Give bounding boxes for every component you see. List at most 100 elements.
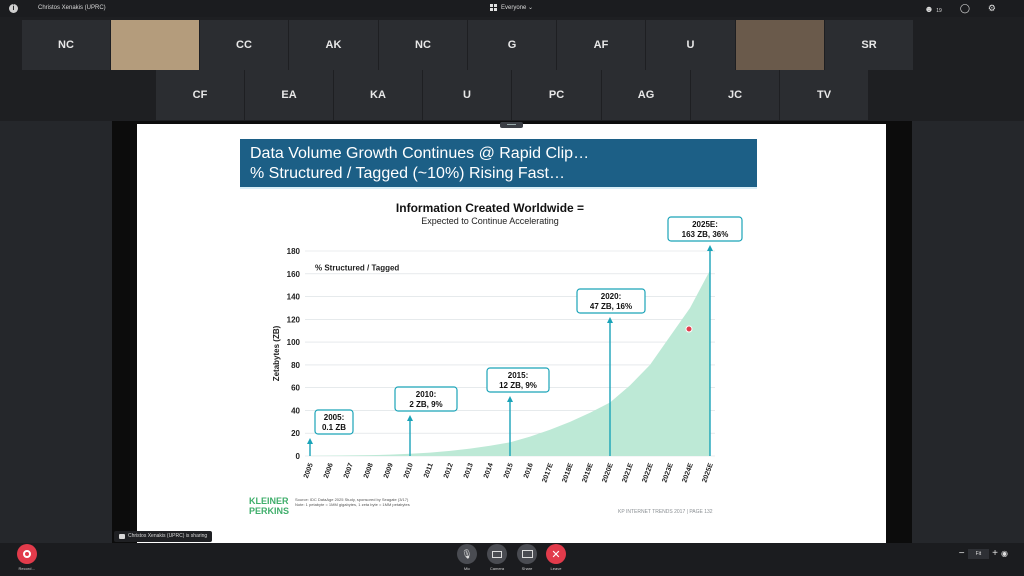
annotation-label: 2020: <box>601 292 621 301</box>
grid-icon <box>490 4 497 11</box>
window-title: Christos Xenakis (UPRC) <box>38 5 106 11</box>
participant-initials: KA <box>370 89 386 101</box>
gear-icon[interactable]: ⚙ <box>987 3 996 13</box>
x-tick-label: 2025E <box>701 462 715 484</box>
chart-subtitle: Expected to Continue Accelerating <box>421 216 559 226</box>
annotation-box <box>576 288 646 314</box>
info-icon[interactable]: i <box>9 4 18 13</box>
x-tick-label: 2009 <box>383 462 395 479</box>
annotation-box <box>314 409 354 435</box>
cursor-dot <box>685 325 693 333</box>
slide-heading-line: % Structured / Tagged (~10%) Rising Fast… <box>250 165 565 182</box>
mic-muted-icon: 🎙 <box>461 548 473 559</box>
participant-initials: NC <box>415 39 431 51</box>
x-tick-label: 2005 <box>303 462 315 479</box>
x-tick-label: 2008 <box>363 462 375 479</box>
x-tick-label: 2016 <box>523 462 535 479</box>
logo-line: PERKINS <box>249 506 290 516</box>
share-label: Share <box>521 566 533 571</box>
chart-title: Information Created Worldwide = <box>395 201 585 215</box>
participant-initials: AK <box>325 39 342 51</box>
x-tick-label: 2010 <box>403 462 415 479</box>
annotation-label: 2005: <box>324 413 344 422</box>
participants-button[interactable]: ☻ 19 <box>924 4 942 14</box>
annotation-value: 2 ZB, 9% <box>409 400 442 409</box>
annotation-box <box>394 386 458 412</box>
record-icon <box>23 550 31 558</box>
participant-tile[interactable]: U <box>646 20 735 70</box>
camera-button[interactable]: Camera <box>477 544 517 571</box>
y-axis-label: Zetabytes (ZB) <box>272 325 281 381</box>
participant-tile[interactable]: PC <box>512 70 601 120</box>
slide-heading: Data Volume Growth Continues @ Rapid Cli… <box>240 139 757 189</box>
close-icon: ✕ <box>551 548 561 561</box>
participant-tile[interactable]: CF <box>156 70 244 120</box>
participant-tile[interactable]: KA <box>334 70 422 120</box>
participants-count: 19 <box>936 7 942 14</box>
camera-label: Camera <box>489 566 505 571</box>
participant-tile[interactable]: EA <box>245 70 333 120</box>
participant-tile[interactable]: AK <box>289 20 378 70</box>
record-button[interactable]: Record… <box>7 544 47 571</box>
participant-tile[interactable]: AG <box>602 70 690 120</box>
leave-label: Leave <box>550 566 562 571</box>
source-line: Source: IDC DataAge 2025 Study, sponsore… <box>295 497 409 502</box>
participant-initials: G <box>507 39 517 51</box>
participant-strip: NC CC AK NC G AF U SR CF EA KA U PC AG J… <box>0 17 1024 121</box>
annotation-value: 12 ZB, 9% <box>499 381 537 390</box>
x-tick-label: 2024E <box>681 462 695 484</box>
participant-tile[interactable]: G <box>468 20 556 70</box>
x-tick-label: 2011 <box>423 462 435 479</box>
y-tick-label: 160 <box>287 270 301 279</box>
zoom-controls: − Fit + ◉ <box>959 548 1008 559</box>
annotation-value: 163 ZB, 36% <box>682 230 729 239</box>
y-tick-label: 20 <box>291 429 300 438</box>
leave-button[interactable]: ✕ Leave <box>536 544 576 571</box>
zoom-in-icon[interactable]: + <box>992 548 999 559</box>
x-tick-label: 2018E <box>561 462 575 484</box>
participant-initials: EA <box>281 89 297 101</box>
zoom-out-icon[interactable]: − <box>958 548 965 559</box>
bottom-bar <box>0 543 1024 576</box>
annotation-arrowhead <box>407 415 413 421</box>
participant-video[interactable] <box>111 20 199 70</box>
sharing-banner: Christos Xenakis (UPRC) is sharing <box>114 531 213 542</box>
participant-tile[interactable]: U <box>423 70 511 120</box>
record-label: Record… <box>18 566 36 571</box>
x-tick-label: 2012 <box>443 462 455 479</box>
participant-tile[interactable]: JC <box>691 70 779 120</box>
view-selector[interactable]: Everyone ⌄ <box>490 4 533 11</box>
y-tick-label: 40 <box>291 406 300 415</box>
x-tick-label: 2006 <box>323 462 335 479</box>
participant-initials: U <box>463 89 471 101</box>
annotation-arrowhead <box>707 245 713 251</box>
x-tick-label: 2019E <box>581 462 595 484</box>
annotation-label: 2010: <box>416 390 436 399</box>
x-tick-label: 2014 <box>483 462 495 479</box>
participant-initials: CC <box>236 39 252 51</box>
strip-collapse-handle[interactable] <box>500 122 523 128</box>
participant-tile[interactable]: NC <box>379 20 467 70</box>
annotation-arrowhead <box>307 438 313 444</box>
annotation-arrowhead <box>607 317 613 323</box>
participant-initials: CF <box>192 89 208 101</box>
screenshot-icon[interactable]: ◉ <box>1001 549 1008 558</box>
y-tick-label: 0 <box>296 452 301 461</box>
mic-button[interactable]: 🎙 Mic <box>447 544 487 571</box>
participant-video[interactable] <box>736 20 824 70</box>
people-icon: ☻ <box>924 3 934 14</box>
zoom-fit-button[interactable]: Fit <box>967 548 990 559</box>
participant-tile[interactable]: CC <box>200 20 288 70</box>
annotation-arrowhead <box>507 396 513 402</box>
x-tick-label: 2017E <box>541 462 555 484</box>
annotation-value: 47 ZB, 16% <box>590 302 632 311</box>
view-label: Everyone ⌄ <box>501 5 534 11</box>
share-button[interactable]: Share <box>507 544 547 571</box>
participant-initials: AF <box>593 39 609 51</box>
chat-icon[interactable]: ◯ <box>959 3 970 13</box>
participant-initials: NC <box>58 39 74 51</box>
participant-tile[interactable]: TV <box>780 70 868 120</box>
participant-tile[interactable]: NC <box>22 20 110 70</box>
participant-tile[interactable]: AF <box>557 20 645 70</box>
participant-tile[interactable]: SR <box>825 20 913 70</box>
